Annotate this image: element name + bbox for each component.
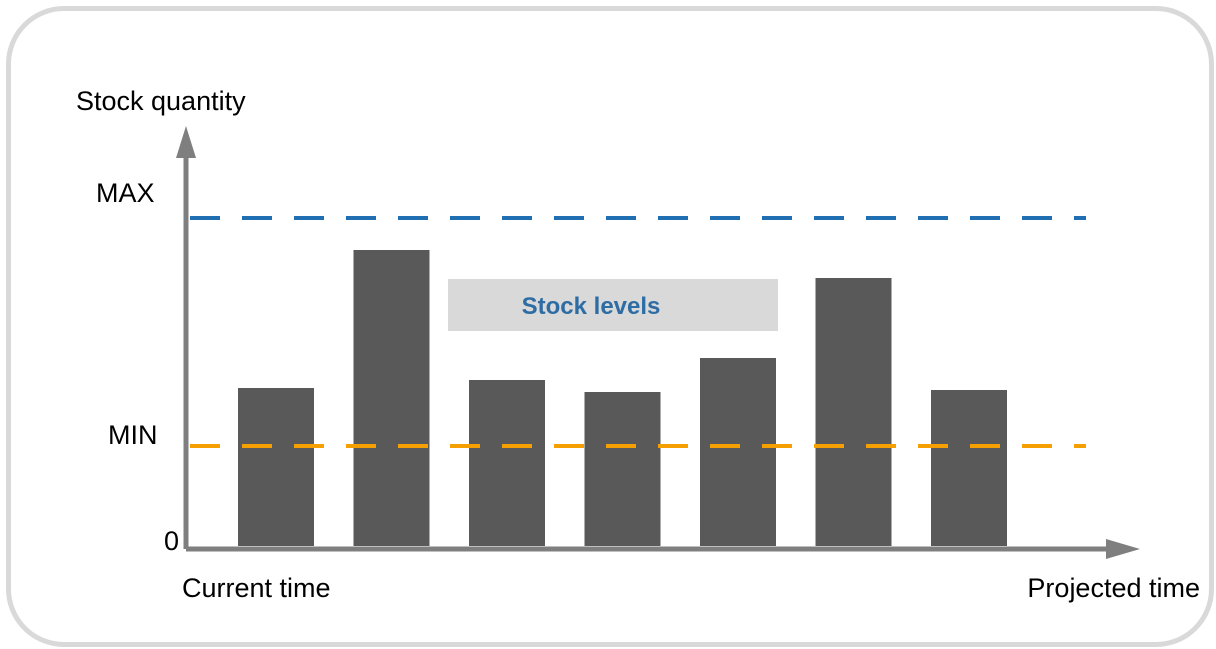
y-tick-max: MAX — [96, 178, 155, 208]
y-axis-label: Stock quantity — [76, 86, 246, 116]
y-tick-min: MIN — [108, 420, 158, 450]
bar-4 — [584, 392, 661, 546]
x-axis-end-label: Projected time — [1027, 573, 1200, 603]
x-axis-start-label: Current time — [182, 573, 331, 603]
bar-7 — [931, 390, 1007, 546]
x-axis-arrow — [1106, 539, 1140, 559]
bar-6 — [815, 278, 892, 546]
bars-group — [238, 250, 1007, 546]
bar-2 — [353, 250, 430, 546]
bar-3 — [469, 380, 545, 546]
y-tick-zero: 0 — [164, 526, 179, 556]
legend-label: Stock levels — [522, 293, 661, 320]
legend-box — [448, 279, 778, 331]
bar-5 — [700, 358, 776, 546]
bar-1 — [238, 388, 314, 546]
reference-lines — [190, 216, 1086, 448]
y-axis-arrow — [176, 126, 196, 158]
